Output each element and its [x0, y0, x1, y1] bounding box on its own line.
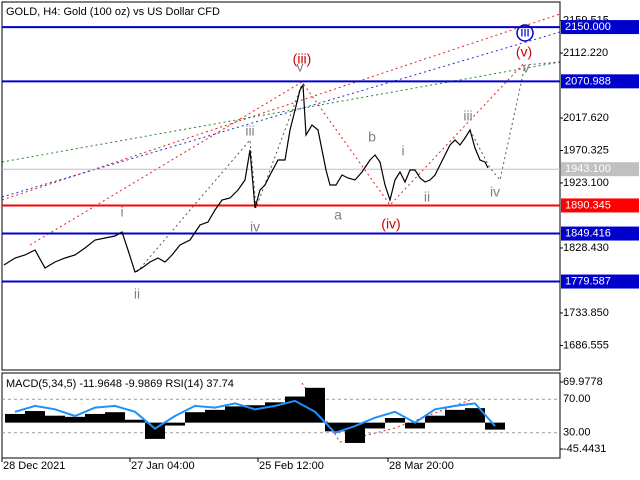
rsi-line [14, 399, 496, 434]
x-tick-label: 28 Dec 2021 [3, 460, 65, 472]
macd-bar [85, 413, 105, 423]
y-tick-label: 1828.430 [563, 242, 609, 254]
gray-wave-path [136, 83, 303, 273]
macd-bar [385, 418, 405, 423]
level-label: 2070.988 [565, 75, 611, 87]
wave-label: iv [490, 184, 500, 200]
wave-label: ii [134, 286, 140, 302]
y-tick-label: 1733.850 [563, 307, 609, 319]
wave-label: v [297, 59, 304, 75]
wave-label: b [368, 129, 376, 145]
macd-bar [425, 415, 445, 423]
level-box [561, 226, 639, 241]
level-label: 1779.587 [565, 275, 611, 287]
macd-bar [205, 409, 225, 423]
red-channel-line [1, 13, 561, 201]
level-box [561, 20, 639, 35]
macd-bar [125, 419, 145, 423]
y-tick-label: 1970.325 [563, 144, 609, 156]
macd-bar [65, 416, 85, 423]
level-label: 1890.345 [565, 199, 611, 211]
y-tick-label: 2017.620 [563, 112, 609, 124]
macd-bar [245, 405, 265, 423]
macd-bar [165, 422, 185, 426]
wave-label: a [334, 207, 342, 223]
level-label: 2150.000 [565, 21, 611, 33]
sub-panel-frame [1, 372, 561, 459]
y-tick-label: 2112.220 [563, 47, 608, 59]
macd-bar [405, 422, 425, 429]
chart-title: GOLD, H4: Gold (100 oz) vs US Dollar CFD [6, 6, 220, 18]
wave-label: (iv) [381, 216, 400, 232]
wave-label: iii [463, 108, 472, 124]
macd-bar [25, 411, 45, 423]
wave-label: iii [245, 123, 254, 139]
wave-label: (iii) [293, 51, 312, 67]
wave-label: v [523, 60, 530, 76]
level-box [561, 198, 639, 213]
x-tick-label: 25 Feb 12:00 [259, 460, 324, 472]
macd-bar [105, 412, 125, 423]
wave-label: iv [250, 219, 260, 235]
x-tick-label: 27 Jan 04:00 [131, 460, 195, 472]
macd-bar [305, 387, 325, 423]
macd-bar [45, 415, 65, 423]
x-tick-label: 28 Mar 20:00 [389, 460, 454, 472]
y-tick-label: -45.4431 [563, 443, 606, 455]
macd-bar [5, 413, 25, 423]
wave-label: i [401, 143, 404, 159]
wave-circle [516, 24, 534, 42]
level-box [561, 274, 639, 289]
green-channel-line [1, 61, 561, 163]
current-price-box [561, 162, 639, 177]
level-label: 1849.416 [565, 227, 611, 239]
y-tick-label: 1686.555 [563, 339, 609, 351]
macd-bar [145, 422, 165, 439]
macd-bar [445, 409, 465, 423]
wave-label: (v) [516, 44, 532, 60]
price-line [3, 82, 489, 273]
macd-bar [465, 408, 485, 423]
indicator-title: MACD(5,34,5) -11.9648 -9.9869 RSI(14) 37… [6, 378, 234, 390]
blue-channel-line [1, 31, 561, 198]
y2-tick-label: 70.00 [563, 393, 591, 405]
y-tick-label: 1923.100 [563, 177, 609, 189]
macd-bar [485, 422, 505, 430]
macd-bar [325, 422, 345, 432]
wave-label: ii [424, 189, 430, 205]
y2-tick-label: 30.00 [563, 427, 591, 439]
red-wave-path [29, 61, 526, 246]
wave-label: i [120, 204, 123, 220]
y-tick-label: 69.9778 [563, 376, 603, 388]
gray-wave-path [469, 61, 561, 182]
wave-label: iii [520, 24, 529, 40]
main-panel-frame [1, 1, 561, 371]
level-box [561, 74, 639, 89]
macd-bar [185, 412, 205, 423]
current-price-label: 1943.100 [565, 163, 611, 175]
macd-bar [365, 422, 385, 429]
macd-bar [225, 406, 245, 423]
